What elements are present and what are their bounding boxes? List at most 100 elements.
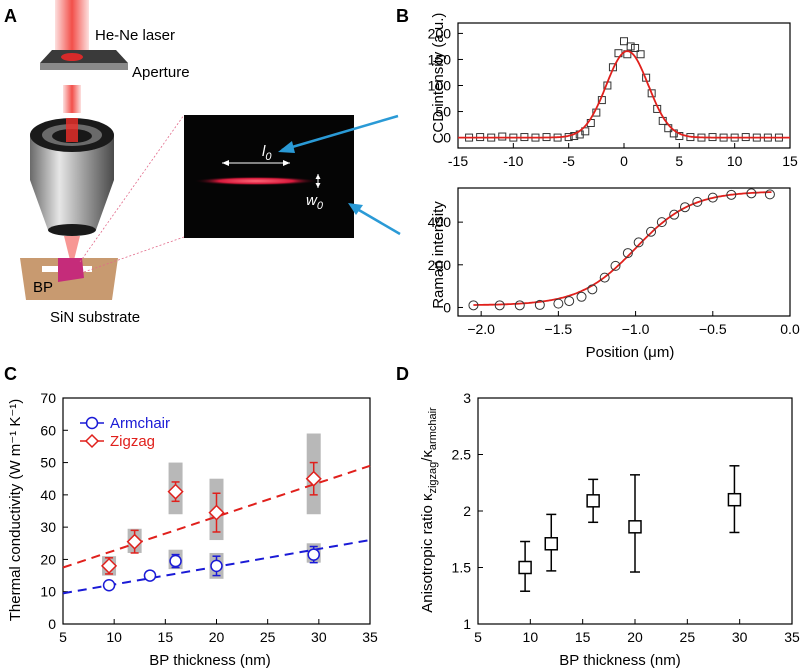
y-tick-label: 0 [443,299,451,315]
raman-data-point [656,217,667,228]
x-tick-label: 25 [680,629,696,645]
raman-data-point [679,202,690,213]
y-tick-label: 150 [428,51,452,67]
ccd-data-point [620,37,628,46]
bp-label: BP [33,279,53,296]
x-tick-label: 15 [782,153,798,169]
raman-data-point [646,226,657,237]
panel-c: C Thermal conductivity (W m⁻¹ K⁻¹) BP th… [4,364,378,669]
x-tick-label: 5 [59,629,67,645]
ccd-data-point [498,132,507,141]
x-tick-label: -15 [448,153,468,169]
l0-arrowhead-right [283,160,290,166]
focused-beam [64,236,80,260]
x-tick-label: 10 [106,629,122,645]
legend-zigzag-marker [84,433,100,449]
x-tick-label: 0.0 [780,321,800,337]
panel-b: B CCD intensity (a.u.) Raman intensity P… [396,6,800,361]
raman-data-point [692,196,703,207]
raman-data-point [468,300,479,311]
y-tick-label: 70 [40,390,56,406]
guide-line-bottom [83,236,185,273]
x-tick-label: −0.5 [699,321,727,337]
d-ylabel: Anisotropic ratio κzigzag/κarmchair [419,407,439,613]
aperture-edge [40,63,128,70]
l0-arrowhead-left [222,160,229,166]
y-tick-label: 200 [428,257,452,273]
y-tick-label: 40 [40,487,56,503]
raman-data-point [494,300,505,311]
blue-arrowhead-top [278,141,295,153]
panel-a-letter: A [4,6,17,26]
y-tick-label: 0 [48,616,56,632]
raman-data-point [514,300,525,311]
y-tick-label: 200 [428,25,452,41]
x-tick-label: 30 [732,629,748,645]
x-tick-label: 0 [620,153,628,169]
raman-data-point [576,291,587,302]
armchair-data-point [169,554,182,568]
beam-in-lens [66,118,78,142]
raman-data-point [622,248,633,259]
y-tick-label: 60 [40,422,56,438]
chart-d: 5 10 15 20 25 30 35 1 1.5 2 2.5 3 [452,390,800,645]
blue-arrow-top [281,114,399,152]
y-tick-label: 1.5 [452,560,472,576]
aperture-plate [40,50,128,63]
raman-data-point [534,299,545,310]
panel-b-letter: B [396,6,409,26]
ratio-data-point [544,537,559,551]
y-tick-label: 2 [463,503,471,519]
y-tick-label: 100 [428,78,452,94]
x-tick-label: 30 [311,629,327,645]
raman-data-point [726,189,737,200]
d-xlabel: BP thickness (nm) [559,652,680,669]
y-tick-label: 2.5 [452,447,472,463]
ccd-data-point [636,50,645,59]
logistic-fit-line [473,191,772,306]
x-tick-label: 10 [727,153,743,169]
b-bottom-ylabel: Raman intensity [430,201,447,309]
y-tick-label: 50 [435,104,451,120]
zigzag-data-point [167,483,184,500]
bp-flake [58,258,84,282]
ccd-data-point [647,89,656,98]
zigzag-data-point [305,470,322,487]
chart-c: 5 10 15 20 25 30 35 0 10 20 30 40 50 60 70 ArmchairZigz… [40,390,378,645]
zigzag-data-point [100,557,118,574]
raman-data-point [564,296,575,307]
laser-beam [55,0,89,50]
x-tick-label: 35 [784,629,800,645]
aperture-label: Aperture [132,64,190,81]
zigzag-fit-line [62,464,371,569]
raman-data-point [746,188,757,199]
w0-arrowhead-bottom [315,183,321,188]
x-tick-label: 20 [209,629,225,645]
y-tick-label: 0 [443,130,451,146]
laser-beam-lower [63,85,81,113]
panel-d-letter: D [396,364,409,384]
blue-arrow-bottom [351,204,401,236]
armchair-data-point [307,548,320,561]
x-tick-label: 15 [158,629,174,645]
x-tick-label: 10 [523,629,539,645]
ratio-data-point [586,494,600,508]
b-xlabel: Position (μm) [586,344,675,361]
ccd-inset [184,115,354,238]
laser-label: He-Ne laser [95,27,175,44]
zigzag-data-point [126,533,143,550]
y-tick-label: 3 [463,390,471,406]
x-tick-label: 35 [362,629,378,645]
raman-data-point [587,284,598,295]
panel-a: A He-Ne laser Aperture BP SiN substrate [4,0,401,326]
y-tick-label: 20 [40,551,56,567]
y-tick-label: 400 [428,214,452,230]
x-tick-label: −2.0 [467,321,495,337]
blue-arrowhead-bottom [348,203,363,215]
laser-line-spot [194,176,318,186]
y-tick-label: 30 [40,519,56,535]
armchair-data-point [143,569,157,582]
aperture-hole [61,53,83,61]
ratio-data-point [518,560,532,575]
